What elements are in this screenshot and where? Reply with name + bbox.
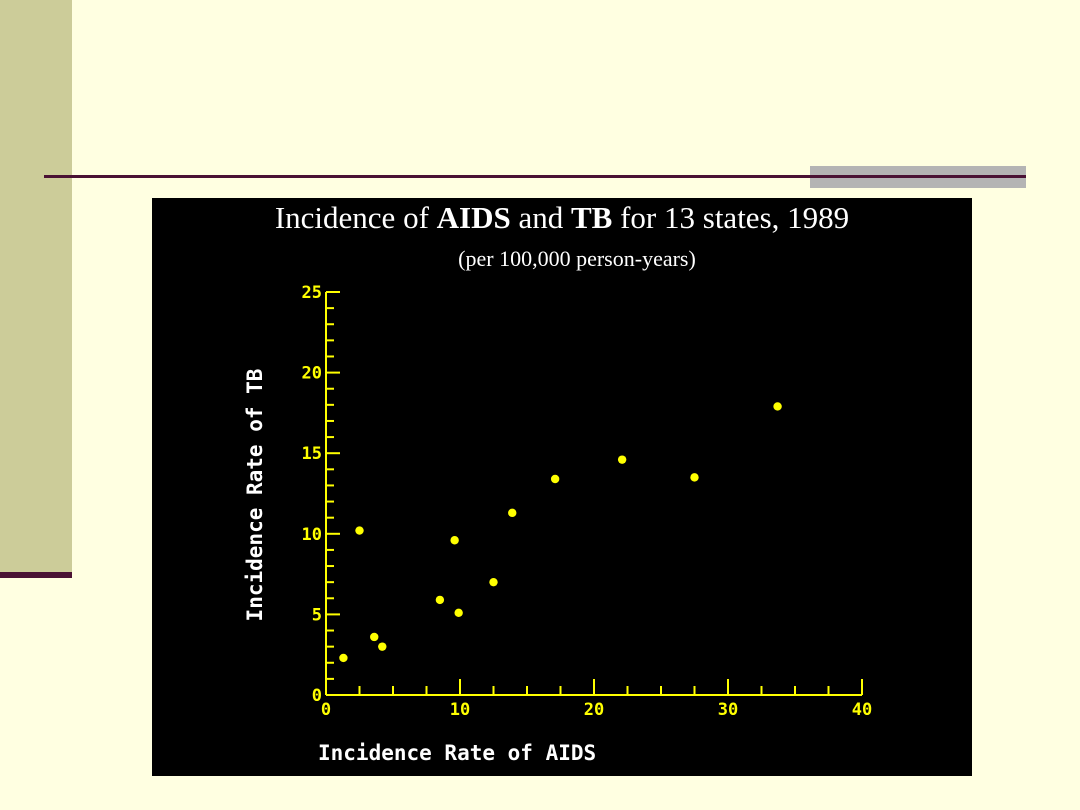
data-point bbox=[450, 536, 459, 545]
chart-title-part: for 13 states, 1989 bbox=[612, 200, 850, 235]
data-point bbox=[508, 508, 517, 518]
header-rule-accent-line bbox=[810, 175, 1026, 178]
chart-title-part: and bbox=[510, 200, 571, 235]
y-tick-label: 10 bbox=[302, 525, 322, 545]
chart-title-part: AIDS bbox=[436, 200, 511, 235]
data-point bbox=[339, 653, 348, 663]
y-tick-label: 15 bbox=[302, 444, 322, 464]
left-side-strip bbox=[0, 0, 72, 572]
y-tick-label: 5 bbox=[312, 605, 322, 625]
y-tick-label: 20 bbox=[302, 364, 322, 384]
data-point bbox=[370, 632, 379, 642]
data-point bbox=[355, 526, 364, 535]
data-point bbox=[773, 402, 782, 411]
data-point bbox=[454, 608, 463, 617]
chart-title: Incidence of AIDS and TB for 13 states, … bbox=[152, 200, 972, 236]
chart-subtitle: (per 100,000 person-years) bbox=[458, 246, 696, 271]
y-tick-label: 0 bbox=[312, 686, 322, 706]
y-tick-label: 25 bbox=[302, 283, 322, 303]
data-point bbox=[489, 577, 498, 587]
chart-panel: Incidence of AIDS and TB for 13 states, … bbox=[152, 198, 972, 776]
x-tick-label: 30 bbox=[718, 700, 738, 720]
x-axis-label: Incidence Rate of AIDS bbox=[318, 741, 596, 765]
data-point bbox=[617, 455, 627, 464]
x-tick-label: 0 bbox=[321, 700, 331, 720]
x-tick-label: 20 bbox=[584, 700, 604, 720]
left-divider bbox=[0, 572, 72, 578]
header-rule bbox=[44, 175, 1026, 178]
chart-title-part: Incidence of bbox=[274, 200, 437, 235]
data-point bbox=[550, 474, 560, 484]
y-axis-label: Incidence Rate of TB bbox=[243, 369, 267, 622]
data-point bbox=[378, 642, 387, 651]
data-point bbox=[435, 595, 445, 605]
chart-title-part: TB bbox=[571, 200, 613, 235]
scatter-plot: 0 10 20 30 40 0 5 10 15 20 25 Incidence Rate of AID… bbox=[243, 283, 872, 765]
data-point bbox=[690, 473, 699, 482]
x-tick-label: 40 bbox=[852, 700, 872, 720]
x-tick-label: 10 bbox=[450, 700, 470, 720]
